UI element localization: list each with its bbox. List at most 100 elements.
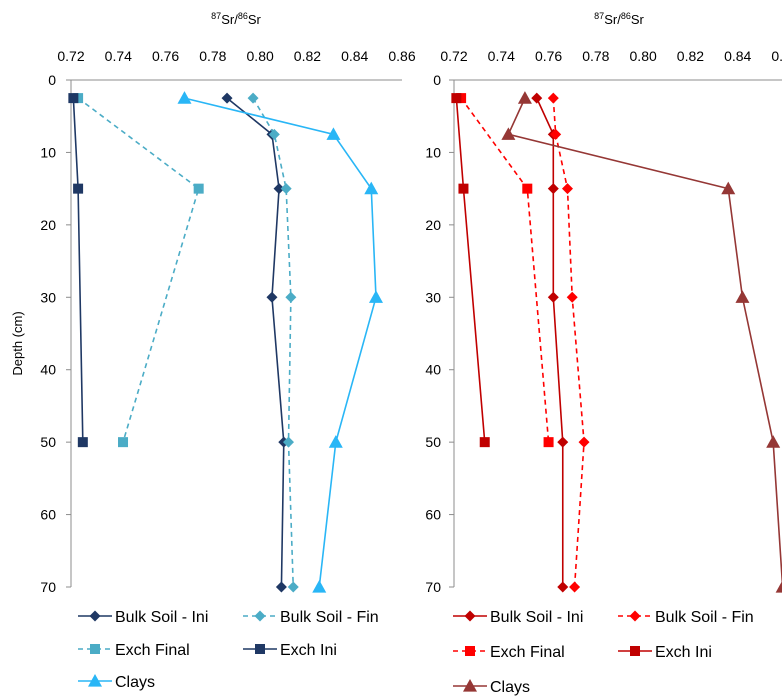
data-point (766, 435, 781, 448)
data-point (77, 437, 88, 448)
x-tick-label: 0.86 (388, 48, 415, 64)
y-axis-title: Depth (cm) (10, 311, 25, 375)
data-point (221, 92, 233, 104)
data-point (458, 183, 469, 194)
data-point (578, 436, 590, 448)
x-tick-label: 0.72 (57, 48, 84, 64)
x-tick-label: 0.84 (724, 48, 751, 64)
data-point (547, 291, 559, 303)
data-point (268, 128, 280, 140)
data-point (177, 91, 192, 104)
chart-panel-1: 87Sr/86Sr 0.72 0.74 0.76 0.78 0.80 0.82 0.84 0.8… (10, 11, 416, 691)
legend-item: Bulk Soil - Ini (78, 609, 208, 626)
data-point (547, 92, 559, 104)
data-point (285, 291, 297, 303)
legend-label: Clays (115, 674, 155, 691)
x-tick-label: 0.78 (582, 48, 609, 64)
x-axis-title: 87Sr/86Sr (211, 11, 261, 27)
x-tick-label: 0.76 (535, 48, 562, 64)
legend-marker (464, 610, 476, 622)
legend-item: Bulk Soil - Fin (618, 609, 754, 626)
legend-marker (90, 644, 100, 654)
series-bulk-soil-fin (547, 92, 590, 593)
series-line (455, 98, 486, 443)
x-tick-label: 0.72 (440, 48, 467, 64)
data-point (543, 437, 554, 448)
data-point (247, 92, 259, 104)
x-axis-title-main: Sr (248, 12, 262, 27)
x-tick-label: 0.80 (630, 48, 657, 64)
data-point (68, 93, 79, 104)
legend-marker (88, 674, 102, 687)
series-line (460, 97, 550, 443)
legend-marker (629, 610, 641, 622)
data-point (775, 581, 782, 593)
data-point (280, 183, 292, 195)
x-tick-label: 0.74 (488, 48, 515, 64)
legend-label: Bulk Soil - Fin (655, 609, 754, 626)
y-tick-label: 20 (425, 217, 441, 233)
x-tick-label: 0.82 (677, 48, 704, 64)
series-exch-final (73, 93, 204, 448)
legend-item: Bulk Soil - Fin (243, 609, 379, 626)
series-line (184, 97, 377, 588)
data-point (735, 290, 750, 303)
y-tick-label: 40 (40, 362, 56, 378)
x-tick-label: 0.80 (247, 48, 274, 64)
y-tick-label: 40 (425, 362, 441, 378)
legend-item: Exch Ini (243, 642, 337, 659)
series-bulk-soil-ini (531, 92, 569, 593)
x-tick-label: 0.86 (771, 48, 782, 64)
legend: Bulk Soil - Ini Bulk Soil - Fin Exch Final… (453, 609, 754, 696)
y-tick-label: 20 (40, 217, 56, 233)
data-point (283, 436, 295, 448)
y-tick-label: 10 (40, 144, 56, 160)
legend-label: Exch Ini (655, 644, 712, 661)
data-point (569, 581, 581, 593)
x-axis-title-mid: Sr/ (604, 12, 621, 27)
x-axis-title-sup1: 87 (594, 11, 604, 21)
data-point (364, 181, 379, 195)
legend-label: Exch Final (115, 642, 190, 659)
data-point (326, 127, 341, 140)
series-line (226, 97, 285, 588)
x-axis-title: 87Sr/86Sr (594, 11, 644, 27)
legend-label: Exch Final (490, 644, 565, 661)
series-bulk-soil-fin (247, 92, 299, 593)
y-tick-label: 0 (433, 72, 441, 88)
x-tick-label: 0.76 (152, 48, 179, 64)
legend-item: Exch Final (453, 644, 565, 661)
x-axis-title-sup2: 86 (238, 11, 248, 21)
x-tick-label: 0.74 (105, 48, 132, 64)
data-point (547, 183, 559, 195)
y-tick-label: 50 (40, 434, 56, 450)
legend-label: Bulk Soil - Ini (490, 609, 583, 626)
y-tick-label: 60 (40, 507, 56, 523)
y-tick-label: 10 (425, 144, 441, 160)
series-line (507, 97, 782, 588)
data-point (118, 437, 129, 448)
legend-item: Clays (453, 679, 530, 696)
series-exch-ini (68, 93, 88, 448)
series-line (552, 98, 585, 588)
x-tick-label: 0.82 (294, 48, 321, 64)
data-point (328, 435, 343, 448)
series-line (252, 97, 295, 588)
x-axis-title-sup2: 86 (621, 11, 631, 21)
x-axis-title-sup1: 87 (211, 11, 221, 21)
legend: Bulk Soil - Ini Bulk Soil - Fin Exch Final… (78, 609, 379, 691)
x-axis-title-mid: Sr/ (221, 12, 238, 27)
series-clays (501, 91, 782, 593)
data-point (73, 183, 84, 194)
x-axis-title-main: Sr (631, 12, 645, 27)
legend-label: Clays (490, 679, 530, 696)
data-point (531, 92, 543, 104)
legend-item: Bulk Soil - Ini (453, 609, 583, 626)
series-line (536, 97, 564, 587)
y-tick-label: 0 (48, 72, 56, 88)
data-point (522, 183, 533, 194)
legend-marker (254, 610, 266, 622)
data-point (557, 436, 569, 448)
y-tick-label: 60 (425, 507, 441, 523)
